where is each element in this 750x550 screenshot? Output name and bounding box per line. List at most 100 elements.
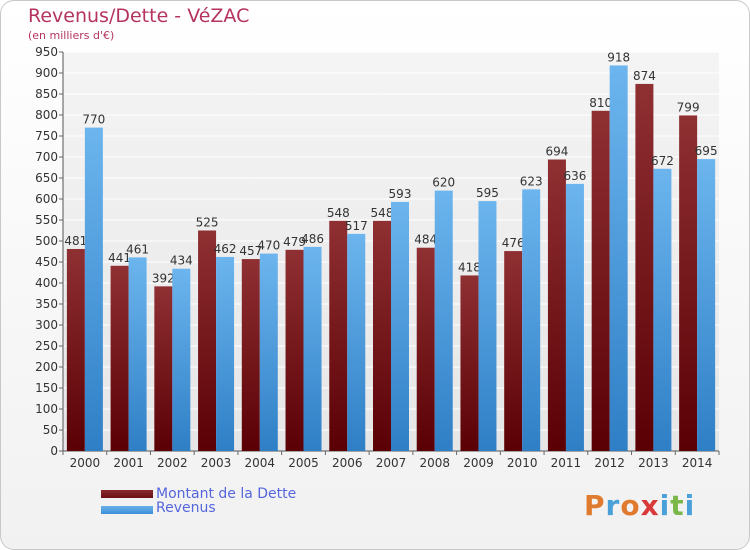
x-tick-label: 2011 xyxy=(551,456,582,470)
chart-title: Revenus/Dette - VéZAC xyxy=(28,5,250,27)
y-tick-label: 50 xyxy=(43,423,58,437)
y-tick-label: 200 xyxy=(35,360,58,374)
y-tick-label: 150 xyxy=(35,381,58,395)
y-tick-label: 800 xyxy=(35,108,58,122)
proxiti-logo: Proxiti xyxy=(584,489,695,522)
y-tick-label: 950 xyxy=(35,45,58,59)
data-label-revenus: 470 xyxy=(257,239,280,253)
data-label-dette: 548 xyxy=(327,206,350,220)
bar-dette xyxy=(635,83,654,452)
data-label-dette: 481 xyxy=(64,234,87,248)
bar-dette xyxy=(329,220,348,451)
bar-dette xyxy=(460,275,479,451)
x-tick-label: 2010 xyxy=(507,456,538,470)
x-tick-label: 2003 xyxy=(201,456,232,470)
y-tick-label: 700 xyxy=(35,150,58,164)
bar-revenus xyxy=(478,201,497,451)
y-tick-label: 300 xyxy=(35,318,58,332)
bar-revenus xyxy=(128,257,147,451)
y-tick-label: 650 xyxy=(35,171,58,185)
bar-revenus xyxy=(347,233,366,451)
data-label-dette: 484 xyxy=(414,233,437,247)
data-label-dette: 476 xyxy=(502,236,525,250)
logo-letter: x xyxy=(640,489,660,522)
bar-revenus xyxy=(522,189,541,451)
logo-letter: P xyxy=(584,489,606,522)
bar-revenus xyxy=(172,268,191,451)
legend-label-dette: Montant de la Dette xyxy=(156,486,297,502)
data-label-revenus: 695 xyxy=(695,144,718,158)
y-tick-label: 600 xyxy=(35,192,58,206)
bar-revenus xyxy=(565,183,584,451)
data-label-revenus: 486 xyxy=(301,232,324,246)
y-tick-label: 100 xyxy=(35,402,58,416)
bar-dette xyxy=(504,251,523,451)
legend-swatch-revenus xyxy=(101,506,153,514)
y-tick-label: 350 xyxy=(35,297,58,311)
bar-revenus xyxy=(434,190,453,451)
data-label-revenus: 636 xyxy=(563,169,586,183)
bar-dette xyxy=(679,115,698,452)
y-tick-label: 900 xyxy=(35,66,58,80)
bar-dette xyxy=(66,248,85,451)
x-tick-label: 2008 xyxy=(419,456,450,470)
y-tick-label: 550 xyxy=(35,213,58,227)
x-tick-label: 2007 xyxy=(376,456,407,470)
data-label-revenus: 462 xyxy=(214,242,237,256)
data-label-revenus: 595 xyxy=(476,186,499,200)
bar-dette xyxy=(154,286,173,451)
data-label-dette: 548 xyxy=(371,206,394,220)
y-tick-label: 500 xyxy=(35,234,58,248)
x-tick-label: 2014 xyxy=(682,456,713,470)
data-label-dette: 479 xyxy=(283,235,306,249)
y-tick-label: 450 xyxy=(35,255,58,269)
x-tick-label: 2004 xyxy=(245,456,276,470)
data-label-revenus: 593 xyxy=(389,187,412,201)
chart-subtitle: (en milliers d'€) xyxy=(28,29,115,42)
y-tick-label: 250 xyxy=(35,339,58,353)
x-tick-label: 2013 xyxy=(638,456,669,470)
bar-revenus xyxy=(653,168,672,451)
y-tick-label: 850 xyxy=(35,87,58,101)
data-label-dette: 457 xyxy=(239,244,262,258)
logo-letter: r xyxy=(605,489,621,522)
data-label-dette: 874 xyxy=(633,69,656,83)
x-tick-label: 2000 xyxy=(70,456,101,470)
x-tick-label: 2009 xyxy=(463,456,494,470)
x-tick-label: 2002 xyxy=(157,456,188,470)
y-tick-label: 0 xyxy=(50,444,58,458)
y-tick-label: 750 xyxy=(35,129,58,143)
data-label-dette: 441 xyxy=(108,251,131,265)
data-label-revenus: 461 xyxy=(126,242,149,256)
bar-revenus xyxy=(303,246,322,451)
legend-swatch-dette xyxy=(101,490,153,498)
bar-dette xyxy=(110,265,129,451)
bar-dette xyxy=(198,230,217,451)
bar-revenus xyxy=(259,253,278,451)
bar-revenus xyxy=(216,256,235,451)
bar-dette xyxy=(591,110,610,452)
bar-dette xyxy=(241,259,260,451)
logo-letter: i xyxy=(684,489,696,522)
data-label-revenus: 623 xyxy=(520,174,543,188)
data-label-revenus: 434 xyxy=(170,254,193,268)
bar-dette xyxy=(547,159,566,451)
x-tick-label: 2005 xyxy=(288,456,319,470)
bar-revenus xyxy=(697,159,716,451)
x-tick-label: 2006 xyxy=(332,456,363,470)
data-label-revenus: 517 xyxy=(345,219,368,233)
y-tick-label: 400 xyxy=(35,276,58,290)
data-label-revenus: 672 xyxy=(651,154,674,168)
data-label-dette: 392 xyxy=(152,271,175,285)
data-label-dette: 694 xyxy=(545,145,568,159)
data-label-revenus: 770 xyxy=(82,113,105,127)
data-label-revenus: 620 xyxy=(432,176,455,190)
logo-letter: o xyxy=(620,489,641,522)
logo-letter: t xyxy=(670,489,685,522)
bar-revenus xyxy=(84,127,103,451)
data-label-dette: 525 xyxy=(196,216,219,230)
bar-dette xyxy=(373,220,391,451)
data-label-dette: 810 xyxy=(589,96,612,110)
